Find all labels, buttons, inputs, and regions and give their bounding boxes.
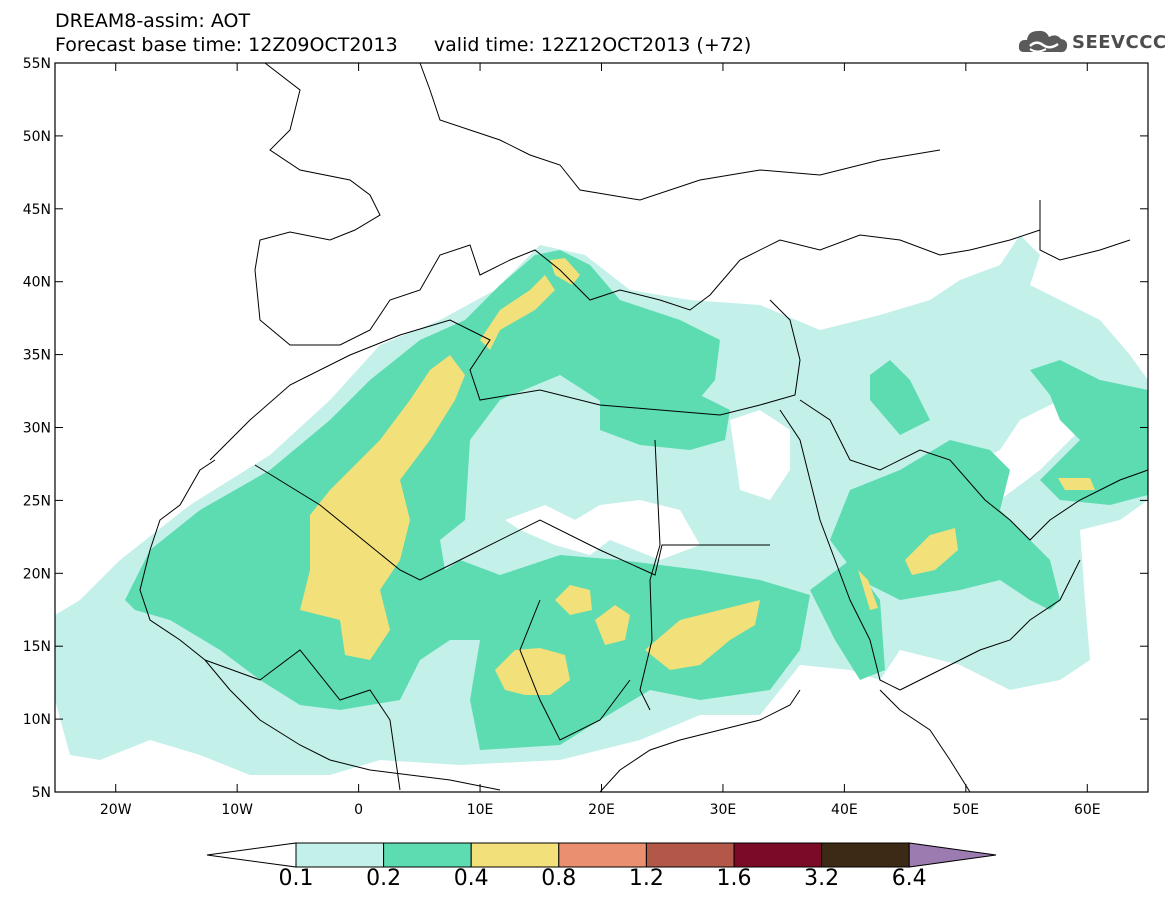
longitude-axis: 20W 10W 0 10E 20E 30E 40E 50E 60E — [100, 63, 1101, 818]
lon-tick-label: 0 — [354, 802, 363, 818]
lat-tick-label: 50N — [23, 129, 51, 145]
colorbar-label: 0.2 — [366, 866, 402, 891]
aot-band-0-4-italy — [550, 258, 580, 285]
aot-band-0-4-arabia — [905, 528, 958, 575]
lon-tick-label: 20E — [588, 802, 615, 818]
coastlines — [139, 63, 1148, 792]
aot-band-0-2-arabia — [830, 440, 1060, 610]
aot-band-0-4-adriatic — [480, 275, 555, 350]
aot-band-0-4-chad — [555, 585, 592, 615]
lat-tick-label: 20N — [23, 566, 51, 582]
colorbar-label: 6.4 — [891, 866, 927, 891]
colorbar-label: 1.2 — [628, 866, 664, 891]
aot-band-0-4-redsea — [858, 570, 878, 610]
latitude-axis: 55N 50N 45N 40N 35N 30N 25N 20N 15N 10N 5N — [23, 56, 1148, 801]
lon-tick-label: 40E — [831, 802, 858, 818]
colorbar-label: 0.8 — [541, 866, 577, 891]
aot-band-0-4-sudan — [645, 600, 760, 670]
aot-band-0-4-niger — [595, 605, 630, 645]
colorbar-label: 0.4 — [453, 866, 489, 891]
lon-tick-label: 20W — [100, 802, 132, 818]
aot-band-0-2-iraq — [870, 360, 930, 435]
colorbar-under-arrow — [206, 842, 297, 868]
map-title: DREAM8-assim: AOT — [55, 10, 251, 32]
aot-band-0-4-lake-chad — [495, 648, 570, 695]
colorbar-segment — [295, 842, 385, 868]
lon-tick-label: 60E — [1074, 802, 1101, 818]
colorbar — [206, 842, 997, 868]
colorbar-segment — [470, 842, 560, 868]
logo-text: SEEVCCC — [1072, 32, 1165, 53]
aot-band-0-4-algeria — [300, 355, 465, 660]
lat-tick-label: 5N — [32, 785, 51, 801]
colorbar-over-arrow — [908, 842, 997, 868]
lon-tick-label: 10E — [467, 802, 494, 818]
seevccc-logo: SEEVCCC — [1016, 24, 1165, 60]
lat-tick-label: 30N — [23, 421, 51, 437]
lon-tick-label: 10W — [221, 802, 253, 818]
lat-tick-label: 35N — [23, 348, 51, 364]
lat-tick-label: 15N — [23, 639, 51, 655]
colorbar-segment — [821, 842, 910, 868]
clear-area-egypt — [730, 410, 790, 500]
clear-area-libya — [505, 500, 700, 560]
aot-band-0-2-east-egypt — [600, 385, 730, 450]
lat-tick-label: 40N — [23, 275, 51, 291]
aot-band-0-2 — [125, 250, 810, 750]
lon-tick-label: 30E — [710, 802, 737, 818]
aot-band-0-2-gulf — [1030, 360, 1148, 505]
forecast-times: Forecast base time: 12Z09OCT2013 valid t… — [55, 34, 752, 56]
colorbar-label: 0.1 — [278, 866, 314, 891]
lon-tick-label: 50E — [952, 802, 979, 818]
colorbar-segment — [383, 842, 472, 868]
colorbar-label: 1.6 — [716, 866, 752, 891]
colorbar-segment — [733, 842, 823, 868]
lat-tick-label: 55N — [23, 56, 51, 72]
colorbar-segment — [645, 842, 735, 868]
lat-tick-label: 45N — [23, 202, 51, 218]
lat-tick-label: 10N — [23, 712, 51, 728]
colorbar-segment — [558, 842, 647, 868]
aot-band-0-4-oman — [1058, 478, 1095, 490]
cloud-icon — [1018, 30, 1068, 53]
lat-tick-label: 25N — [23, 493, 51, 509]
colorbar-label: 3.2 — [804, 866, 840, 891]
